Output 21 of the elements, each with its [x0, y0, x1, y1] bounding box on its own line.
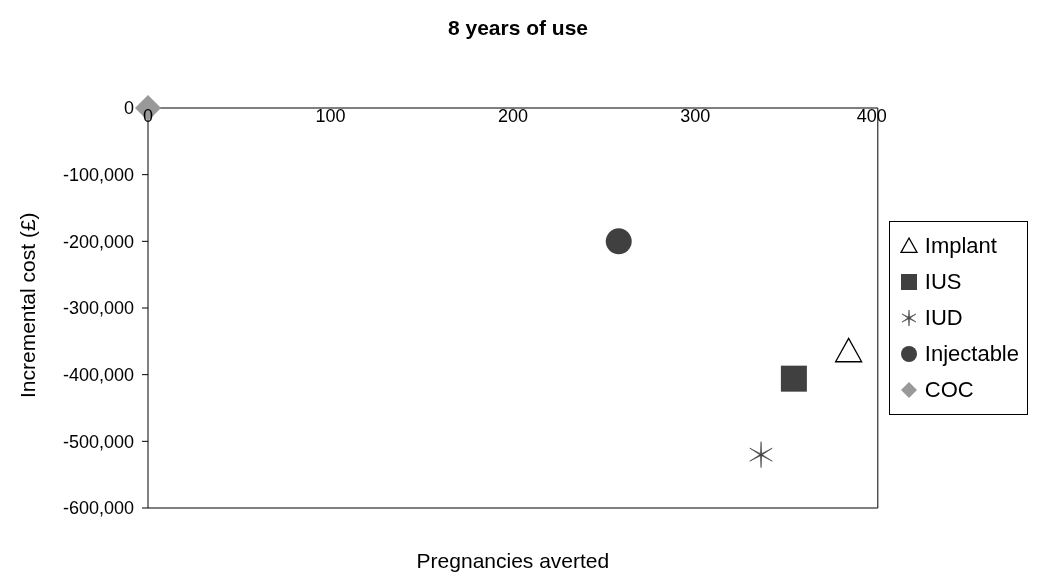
y-tick-label: -400,000	[62, 365, 134, 386]
point	[605, 228, 632, 255]
point	[780, 365, 807, 392]
point	[749, 441, 773, 468]
x-tick-label: 300	[680, 106, 711, 126]
y-tick-label: -600,000	[62, 498, 134, 519]
legend-label: IUS	[924, 269, 962, 295]
x-axis-title: Pregnancies averted	[416, 549, 610, 572]
y-tick-label: -500,000	[62, 431, 134, 452]
x-tick-label: 200	[497, 106, 528, 126]
legend-label: Injectable	[924, 341, 1019, 367]
y-tick-label: -200,000	[62, 231, 134, 252]
x-tick-label: 100	[315, 106, 346, 126]
y-axis-title: Incremental cost (£)	[16, 212, 40, 398]
legend-label: Implant	[924, 233, 997, 259]
point	[834, 337, 863, 363]
legend-label: COC	[924, 377, 974, 403]
y-tick-label: -100,000	[62, 165, 134, 186]
chart-title: 8 years of use	[446, 15, 590, 41]
legend-label: IUD	[924, 305, 963, 331]
y-tick-label: -300,000	[62, 298, 134, 319]
